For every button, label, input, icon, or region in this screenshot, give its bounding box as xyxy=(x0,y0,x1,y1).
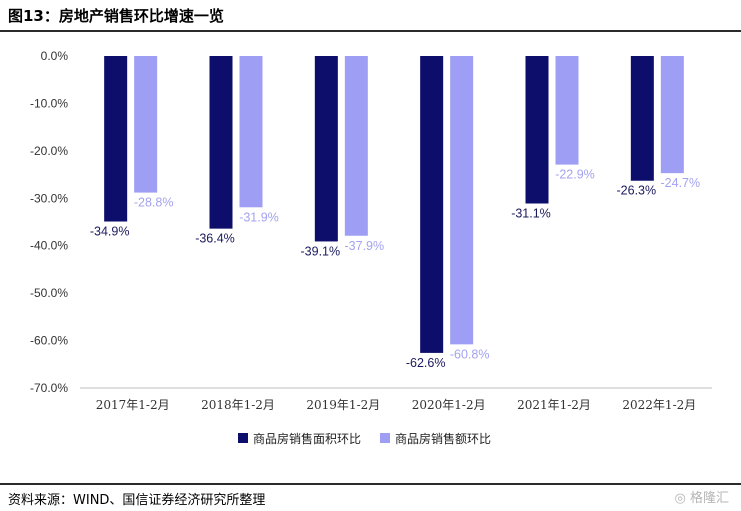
data-label-sales: -31.9% xyxy=(239,210,279,224)
bar-sales-series xyxy=(450,56,474,345)
bottom-rule xyxy=(0,483,741,485)
x-tick-label: 2021年1-2月 xyxy=(517,398,591,412)
watermark-logo-icon: ◎ xyxy=(674,491,686,506)
x-tick-label: 2022年1-2月 xyxy=(622,398,696,412)
y-tick-label: -40.0% xyxy=(30,239,68,253)
bar-area-series xyxy=(209,56,233,229)
data-label-sales: -28.8% xyxy=(134,196,174,210)
y-tick-label: -70.0% xyxy=(30,381,68,395)
data-label-sales: -60.8% xyxy=(450,347,490,361)
x-tick-label: 2020年1-2月 xyxy=(412,398,486,412)
watermark: ◎ 格隆汇 xyxy=(675,487,730,506)
bar-area-series xyxy=(104,56,128,222)
bar-sales-series xyxy=(239,56,263,208)
data-label-area: -36.4% xyxy=(195,232,235,246)
data-label-area: -26.3% xyxy=(617,184,657,198)
y-tick-label: -20.0% xyxy=(30,144,68,158)
source-note: 资料来源：WIND、国信证券经济研究所整理 xyxy=(8,493,266,508)
y-tick-label: 0.0% xyxy=(41,49,69,63)
data-label-area: -31.1% xyxy=(511,207,551,221)
bar-sales-series xyxy=(555,56,579,165)
data-label-sales: -22.9% xyxy=(555,168,595,182)
data-label-sales: -37.9% xyxy=(345,239,385,253)
x-tick-label: 2017年1-2月 xyxy=(96,398,170,412)
bar-chart: 0.0% -10.0% -20.0% -30.0% -40.0% -50.0% -60.0%… xyxy=(30,49,712,446)
data-label-area: -62.6% xyxy=(406,356,446,370)
data-label-area: -39.1% xyxy=(301,244,341,258)
bar-area-series xyxy=(630,56,654,181)
data-label-sales: -24.7% xyxy=(661,176,701,190)
y-tick-label: -60.0% xyxy=(30,334,68,348)
y-tick-label: -10.0% xyxy=(30,96,68,110)
legend-swatch-area xyxy=(238,433,248,443)
bar-area-series xyxy=(420,56,444,353)
legend-label-sales: 商品房销售额环比 xyxy=(395,431,491,446)
x-tick-label: 2019年1-2月 xyxy=(306,398,380,412)
watermark-text: 格隆汇 xyxy=(689,491,729,506)
x-tick-label: 2018年1-2月 xyxy=(201,398,275,412)
bar-sales-series xyxy=(660,56,684,174)
bar-sales-series xyxy=(134,56,158,193)
figure-title: 图13：房地产销售环比增速一览 xyxy=(8,7,224,25)
top-rule xyxy=(0,30,741,32)
y-tick-label: -50.0% xyxy=(30,286,68,300)
bar-area-series xyxy=(314,56,338,242)
legend-swatch-sales xyxy=(380,433,390,443)
bar-sales-series xyxy=(344,56,368,236)
bar-area-series xyxy=(525,56,549,204)
y-tick-label: -30.0% xyxy=(30,191,68,205)
legend-label-area: 商品房销售面积环比 xyxy=(253,431,361,446)
data-label-area: -34.9% xyxy=(90,225,130,239)
